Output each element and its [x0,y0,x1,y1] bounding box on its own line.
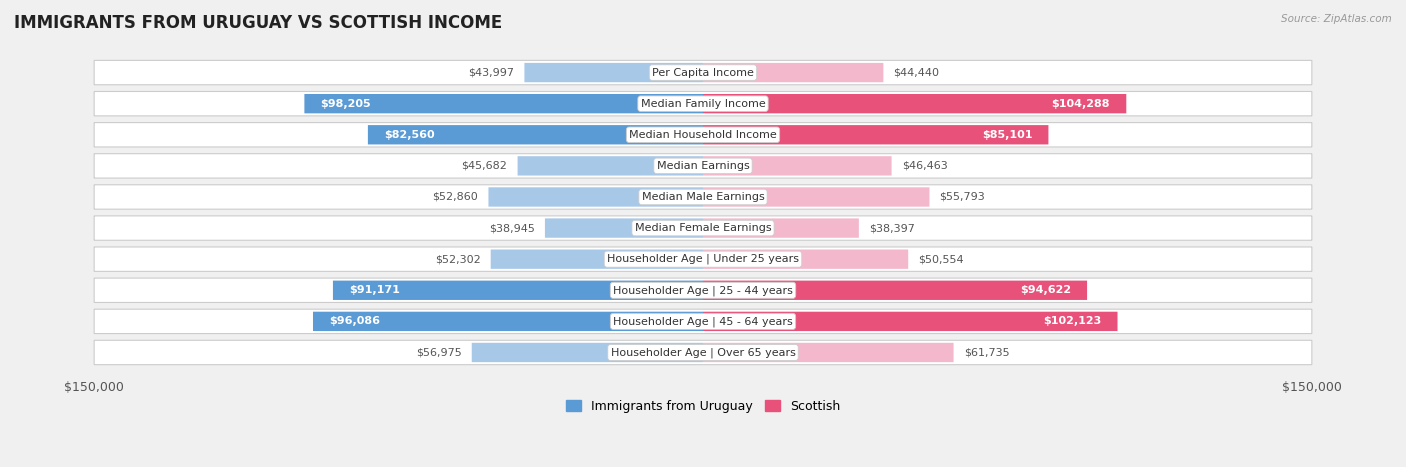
FancyBboxPatch shape [703,219,859,238]
Text: $82,560: $82,560 [384,130,434,140]
FancyBboxPatch shape [546,219,703,238]
Text: $94,622: $94,622 [1019,285,1071,295]
Text: Median Earnings: Median Earnings [657,161,749,171]
FancyBboxPatch shape [314,311,703,331]
FancyBboxPatch shape [703,63,883,82]
FancyBboxPatch shape [333,281,703,300]
Text: $38,945: $38,945 [489,223,534,233]
FancyBboxPatch shape [491,249,703,269]
FancyBboxPatch shape [488,187,703,207]
Text: $44,440: $44,440 [894,68,939,78]
Text: $85,101: $85,101 [981,130,1032,140]
FancyBboxPatch shape [472,343,703,362]
FancyBboxPatch shape [94,60,1312,85]
Text: Median Household Income: Median Household Income [628,130,778,140]
FancyBboxPatch shape [94,216,1312,240]
FancyBboxPatch shape [703,343,953,362]
Text: $43,997: $43,997 [468,68,515,78]
Text: $50,554: $50,554 [918,254,965,264]
Text: Householder Age | Over 65 years: Householder Age | Over 65 years [610,347,796,358]
Text: $102,123: $102,123 [1043,316,1101,326]
Text: Householder Age | Under 25 years: Householder Age | Under 25 years [607,254,799,264]
Text: $45,682: $45,682 [461,161,508,171]
FancyBboxPatch shape [94,278,1312,303]
Legend: Immigrants from Uruguay, Scottish: Immigrants from Uruguay, Scottish [561,395,845,417]
Text: $56,975: $56,975 [416,347,461,357]
FancyBboxPatch shape [304,94,703,113]
Text: $96,086: $96,086 [329,316,380,326]
FancyBboxPatch shape [703,94,1126,113]
FancyBboxPatch shape [94,309,1312,333]
Text: Source: ZipAtlas.com: Source: ZipAtlas.com [1281,14,1392,24]
FancyBboxPatch shape [703,187,929,207]
FancyBboxPatch shape [703,156,891,176]
FancyBboxPatch shape [703,281,1087,300]
Text: $52,302: $52,302 [434,254,481,264]
Text: Median Family Income: Median Family Income [641,99,765,109]
Text: $46,463: $46,463 [901,161,948,171]
FancyBboxPatch shape [703,125,1049,144]
Text: $104,288: $104,288 [1052,99,1111,109]
FancyBboxPatch shape [94,154,1312,178]
Text: IMMIGRANTS FROM URUGUAY VS SCOTTISH INCOME: IMMIGRANTS FROM URUGUAY VS SCOTTISH INCO… [14,14,502,32]
Text: $61,735: $61,735 [963,347,1010,357]
FancyBboxPatch shape [517,156,703,176]
FancyBboxPatch shape [524,63,703,82]
Text: Householder Age | 45 - 64 years: Householder Age | 45 - 64 years [613,316,793,326]
Text: Per Capita Income: Per Capita Income [652,68,754,78]
FancyBboxPatch shape [94,122,1312,147]
Text: Median Male Earnings: Median Male Earnings [641,192,765,202]
Text: $38,397: $38,397 [869,223,915,233]
Text: Median Female Earnings: Median Female Earnings [634,223,772,233]
Text: $98,205: $98,205 [321,99,371,109]
FancyBboxPatch shape [94,185,1312,209]
FancyBboxPatch shape [94,92,1312,116]
Text: $52,860: $52,860 [433,192,478,202]
FancyBboxPatch shape [94,340,1312,365]
Text: $55,793: $55,793 [939,192,986,202]
FancyBboxPatch shape [94,247,1312,271]
FancyBboxPatch shape [703,249,908,269]
FancyBboxPatch shape [703,311,1118,331]
Text: $91,171: $91,171 [349,285,401,295]
FancyBboxPatch shape [368,125,703,144]
Text: Householder Age | 25 - 44 years: Householder Age | 25 - 44 years [613,285,793,296]
